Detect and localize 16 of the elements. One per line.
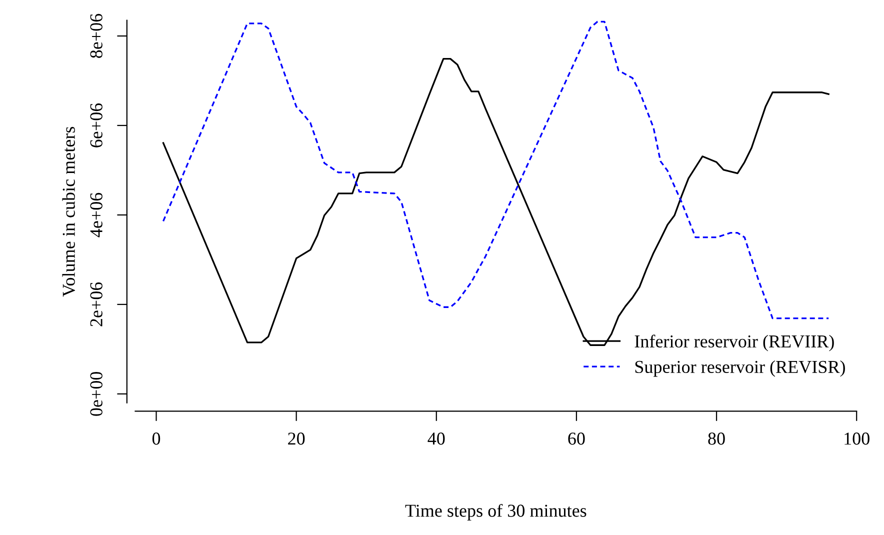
x-tick-label: 60 xyxy=(568,432,585,445)
x-tick-label: 0 xyxy=(152,432,160,445)
y-axis-title: Volume in cubic meters xyxy=(62,126,76,297)
legend-label: Inferior reservoir (REVIIR) xyxy=(634,334,834,352)
x-tick-label: 100 xyxy=(844,432,870,445)
x-tick-label: 80 xyxy=(708,432,725,445)
legend-label: Superior reservoir (REVISR) xyxy=(635,360,845,377)
x-axis-title: Time steps of 30 minutes xyxy=(405,504,586,521)
y-tick-label: 4e+06 xyxy=(90,192,102,238)
y-tick-label: 0e+00 xyxy=(90,372,102,416)
x-tick-label: 20 xyxy=(288,432,305,445)
y-tick-label: 2e+06 xyxy=(90,282,102,326)
y-tick-label: 6e+06 xyxy=(90,103,102,148)
y-tick-label: 8e+06 xyxy=(90,14,102,58)
x-tick-label: 40 xyxy=(428,432,445,445)
line-series xyxy=(162,20,830,320)
